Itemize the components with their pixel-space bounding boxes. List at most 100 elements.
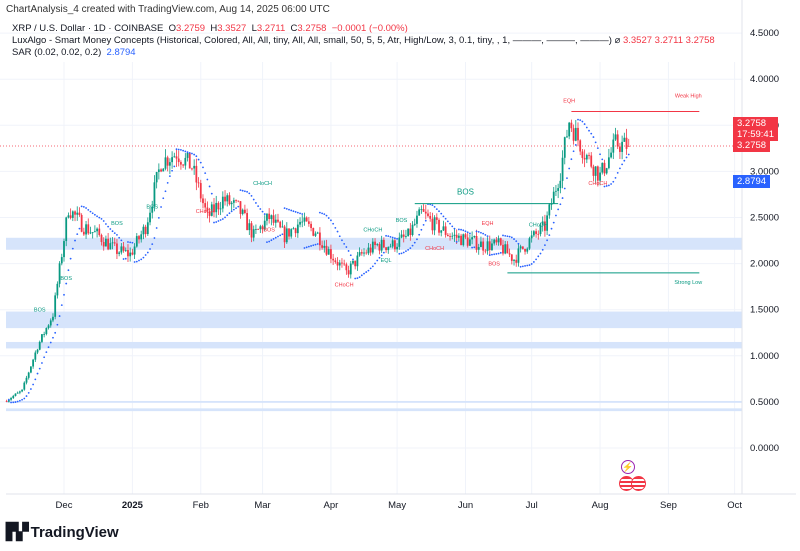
- candle-body: [354, 260, 357, 267]
- candle-body: [153, 182, 156, 207]
- candle-body: [422, 209, 425, 212]
- sar-dot: [56, 323, 59, 326]
- sar-dot: [283, 207, 286, 209]
- candle-body: [528, 238, 531, 249]
- candle-body: [510, 254, 513, 261]
- candle-body: [221, 196, 224, 209]
- candle-body: [202, 198, 204, 204]
- sar-dot: [345, 246, 348, 248]
- candle-body: [420, 209, 423, 210]
- candle-body: [416, 215, 418, 224]
- sar-dot: [160, 206, 162, 208]
- candle-body: [138, 236, 140, 240]
- sar-dot: [343, 242, 346, 245]
- time-tick-label: 2025: [122, 500, 144, 511]
- candle-body: [274, 219, 277, 223]
- candle-body: [135, 236, 138, 247]
- candle-body: [380, 239, 383, 251]
- candle-body: [486, 241, 489, 252]
- us-flag-event-icon[interactable]: [631, 476, 646, 491]
- sar-dot: [27, 391, 30, 394]
- candle-body: [431, 218, 434, 231]
- tradingview-logo: ▛▞ TradingView: [6, 523, 119, 542]
- hidden-icon[interactable]: ⌀: [614, 35, 621, 46]
- sar-dot: [135, 260, 138, 263]
- candle-body: [413, 223, 416, 225]
- candle-body: [7, 399, 10, 402]
- smc-indicator-name[interactable]: LuxAlgo - Smart Money Concepts (Historic…: [12, 35, 612, 46]
- candle-body: [544, 221, 546, 231]
- smc-label: CHoCH: [529, 223, 548, 229]
- sar-dot: [544, 244, 546, 247]
- sar-dot: [76, 233, 79, 236]
- sar-dot: [177, 148, 180, 151]
- candle-body: [552, 191, 555, 205]
- sar-dot: [499, 251, 502, 254]
- sar-dot: [561, 197, 564, 199]
- sar-dot: [228, 212, 231, 215]
- lightning-event-icon[interactable]: ⚡: [621, 460, 635, 474]
- candle-body: [530, 235, 533, 239]
- candle-body: [102, 241, 105, 247]
- candle-body: [563, 137, 566, 158]
- candle-body: [76, 212, 79, 215]
- sar-dot: [369, 267, 372, 270]
- candle-body: [590, 155, 593, 167]
- sar-dot: [594, 141, 597, 144]
- candle-body: [186, 152, 189, 158]
- order-block-zone: [6, 400, 742, 403]
- time-tick-label: Oct: [727, 500, 742, 511]
- sar-dot: [610, 183, 612, 185]
- candle-body: [146, 222, 149, 235]
- sar-dot: [105, 223, 107, 225]
- candle-body: [367, 247, 370, 254]
- sar-dot: [171, 169, 173, 172]
- candle-body: [82, 231, 85, 235]
- candle-body: [532, 231, 535, 236]
- last-price-tag: 3.2758 17:59:41: [733, 117, 778, 141]
- candle-body: [477, 247, 480, 250]
- candle-body: [180, 162, 182, 165]
- candle-body: [363, 252, 365, 254]
- candle-body: [30, 366, 32, 373]
- sar-dot: [299, 212, 301, 215]
- sar-dot: [100, 217, 103, 220]
- smc-indicator-legend: LuxAlgo - Smart Money Concepts (Historic…: [12, 35, 715, 46]
- candle-body: [389, 246, 392, 248]
- candle-body: [513, 259, 515, 261]
- sar-dot: [232, 208, 235, 211]
- candle-body: [411, 224, 414, 236]
- sar-dot: [360, 274, 363, 277]
- candle-body: [524, 248, 526, 252]
- candle-body: [74, 211, 76, 215]
- candle-body: [113, 242, 116, 244]
- candle-body: [596, 166, 599, 181]
- sar-dot: [32, 383, 35, 386]
- candle-body: [12, 395, 15, 399]
- candle-body: [409, 228, 412, 236]
- symbol-name[interactable]: XRP / U.S. Dollar · 1D · COINBASE: [12, 23, 164, 34]
- sar-dot: [69, 257, 72, 260]
- price-tick-label: 1.0000: [750, 351, 779, 362]
- sar-dot: [89, 210, 92, 213]
- sar-indicator-name[interactable]: SAR (0.02, 0.02, 0.2): [12, 47, 102, 58]
- sar-dot: [535, 258, 537, 261]
- sar-dot: [356, 277, 359, 280]
- sar-dot: [307, 245, 310, 248]
- candle-body: [455, 234, 458, 238]
- sar-dot: [294, 211, 297, 213]
- candle-body: [250, 223, 253, 238]
- candle-body: [559, 180, 562, 189]
- candle-body: [451, 235, 454, 237]
- candle-body: [255, 229, 257, 230]
- sar-dot: [237, 205, 240, 208]
- candle-body: [394, 240, 396, 250]
- sar-dot: [526, 264, 529, 267]
- candle-body: [52, 316, 54, 321]
- candle-body: [162, 168, 165, 172]
- sar-dot: [416, 238, 418, 241]
- sar-dot: [391, 236, 394, 239]
- symbol-legend: XRP / U.S. Dollar · 1D · COINBASE O3.275…: [12, 23, 408, 34]
- candle-body: [539, 225, 542, 235]
